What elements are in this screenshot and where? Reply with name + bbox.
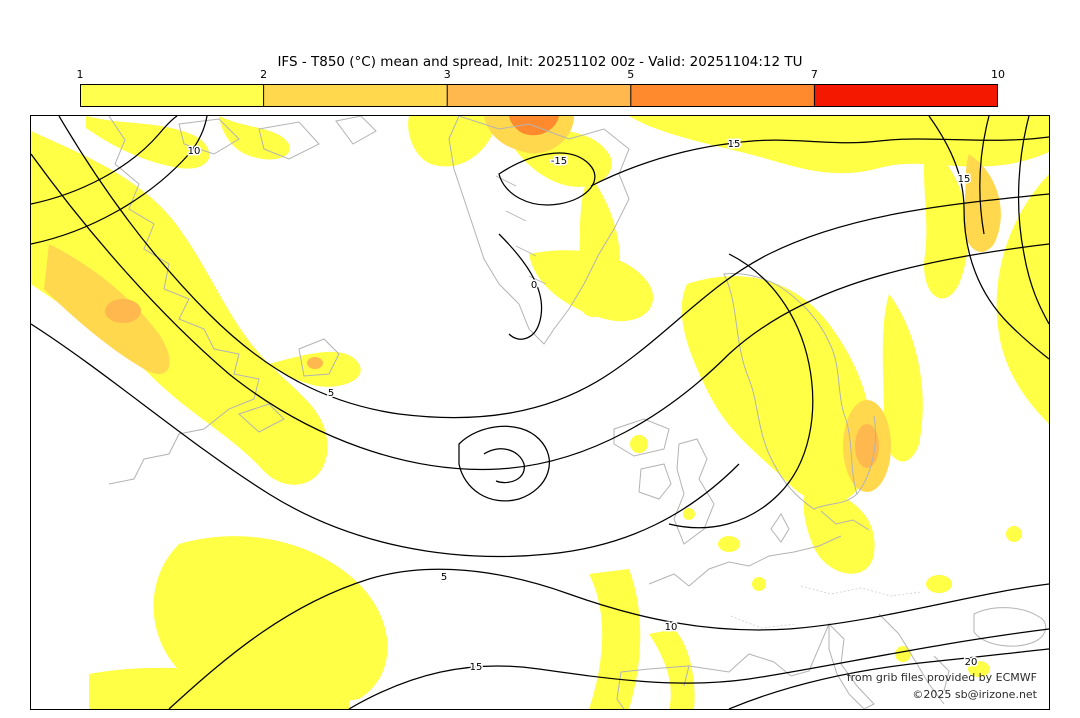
- contour-line: [979, 116, 1049, 325]
- colorbar-segment-1: [80, 84, 265, 107]
- colorbar-tick-7: 7: [810, 68, 818, 81]
- contour-label: 15: [728, 139, 741, 150]
- contour-label: 15: [470, 662, 483, 673]
- contour-line: [31, 116, 178, 205]
- coast-ireland: [638, 463, 672, 500]
- contour-line: [348, 628, 1049, 709]
- colorbar-ticks: 1 2 3 5 7 10: [76, 68, 1006, 82]
- colorbar-segment-3: [447, 84, 631, 107]
- contour-line: [458, 425, 550, 502]
- contour-line: [728, 648, 1049, 709]
- coast-italy: [828, 622, 875, 709]
- contour-label: 5: [328, 388, 334, 399]
- contour-line: [498, 152, 596, 206]
- attribution-source: from grib files provided by ECMWF: [846, 670, 1037, 684]
- coast-great-britain: [673, 438, 715, 545]
- coast-nova-scotia: [238, 403, 285, 433]
- country-borders: [730, 585, 922, 629]
- contour-line: [498, 233, 543, 340]
- forecast-map: 15 15 -15 5 5 10 15 0 10 20: [31, 116, 1049, 709]
- colorbar-dividers: [263, 84, 815, 107]
- contour-labels: 15 15 -15 5 5 10 15 0 10 20: [186, 138, 979, 675]
- colorbar-tick-10: 10: [991, 68, 1005, 81]
- contour-line: [58, 116, 1049, 419]
- colorbar-scale: [80, 84, 998, 107]
- colorbar-tick-5: 5: [627, 68, 635, 81]
- contour-line: [31, 323, 740, 558]
- attribution: from grib files provided by ECMWF ©2025 …: [847, 669, 1037, 703]
- coast-baltic: [820, 415, 876, 531]
- contour-label: 0: [531, 280, 537, 291]
- coast-greenland-fjords: [495, 175, 547, 285]
- colorbar: 1 2 3 5 7 10: [76, 68, 1006, 110]
- contour-line: [31, 153, 1049, 471]
- coast-france-med: [773, 623, 830, 677]
- coast-scandinavia: [723, 273, 858, 510]
- contour-label: -15: [551, 156, 567, 167]
- coast-north-america: [108, 116, 260, 485]
- colorbar-tick-2: 2: [260, 68, 268, 81]
- coast-black-sea: [973, 607, 1047, 647]
- contour-label: 10: [188, 146, 201, 157]
- coastlines: [108, 116, 1047, 709]
- colorbar-segment-4: [630, 84, 815, 107]
- contour-label: 5: [441, 572, 447, 583]
- coast-newfoundland: [298, 338, 340, 377]
- contour-label: 20: [965, 657, 978, 668]
- contour-line: [590, 136, 1049, 187]
- contour-line: [928, 116, 1049, 360]
- contour-label: 10: [665, 622, 678, 633]
- map-frame: 15 15 -15 5 5 10 15 0 10 20 from grib fi…: [30, 115, 1050, 710]
- contour-label: 15: [958, 174, 971, 185]
- contour-line: [483, 448, 525, 484]
- contour-line: [31, 116, 208, 245]
- contour-line: [168, 568, 1049, 709]
- coast-denmark: [770, 513, 790, 543]
- colorbar-border: [80, 84, 998, 107]
- contour-line: [668, 253, 814, 529]
- coast-greenland: [448, 116, 630, 345]
- colorbar-tick-3: 3: [443, 68, 451, 81]
- colorbar-segment-2: [263, 84, 448, 107]
- colorbar-tick-1: 1: [76, 68, 84, 81]
- temperature-contours: [31, 116, 1049, 709]
- coast-arctic-islands: [178, 116, 377, 160]
- coast-iceland: [613, 418, 670, 457]
- colorbar-segment-5: [814, 84, 998, 107]
- attribution-copyright: ©2025 sb@irizone.net: [912, 687, 1037, 701]
- coast-europe-north: [648, 535, 842, 587]
- map-title: IFS - T850 (°C) mean and spread, Init: 2…: [277, 54, 803, 70]
